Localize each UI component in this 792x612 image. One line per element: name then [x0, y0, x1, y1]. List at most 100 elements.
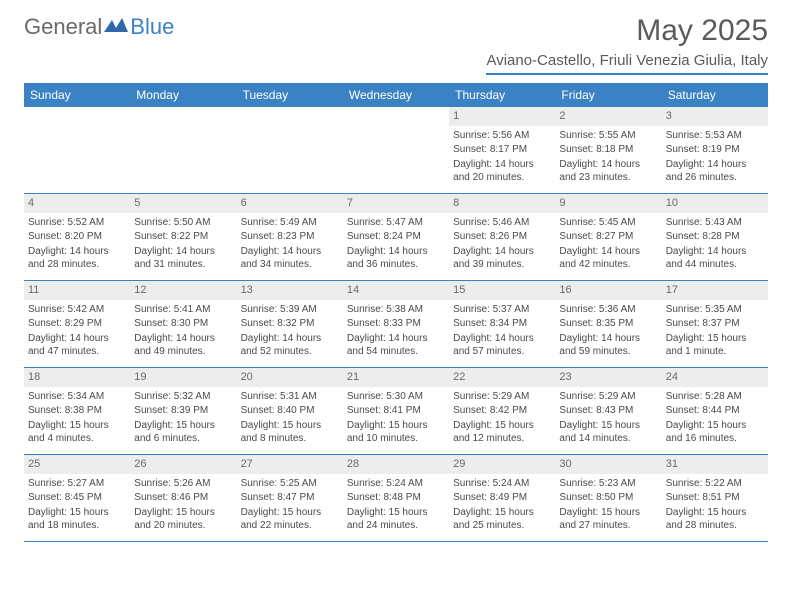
- sunset-text: Sunset: 8:22 PM: [134, 230, 232, 244]
- daylight-text: Daylight: 15 hours and 16 minutes.: [666, 419, 764, 446]
- sunset-text: Sunset: 8:45 PM: [28, 491, 126, 505]
- day-number: 11: [24, 281, 130, 300]
- day-cell: 22Sunrise: 5:29 AMSunset: 8:42 PMDayligh…: [449, 368, 555, 454]
- logo: General Blue: [24, 14, 174, 40]
- daylight-text: Daylight: 14 hours and 23 minutes.: [559, 158, 657, 185]
- sunrise-text: Sunrise: 5:25 AM: [241, 477, 339, 491]
- day-header: Wednesday: [343, 83, 449, 107]
- week-row: 25Sunrise: 5:27 AMSunset: 8:45 PMDayligh…: [24, 455, 768, 542]
- sunrise-text: Sunrise: 5:35 AM: [666, 303, 764, 317]
- day-number: 31: [662, 455, 768, 474]
- daylight-text: Daylight: 14 hours and 39 minutes.: [453, 245, 551, 272]
- sunset-text: Sunset: 8:32 PM: [241, 317, 339, 331]
- daylight-text: Daylight: 14 hours and 57 minutes.: [453, 332, 551, 359]
- sunrise-text: Sunrise: 5:23 AM: [559, 477, 657, 491]
- day-cell: 14Sunrise: 5:38 AMSunset: 8:33 PMDayligh…: [343, 281, 449, 367]
- day-number: 24: [662, 368, 768, 387]
- day-cell: 25Sunrise: 5:27 AMSunset: 8:45 PMDayligh…: [24, 455, 130, 541]
- daylight-text: Daylight: 14 hours and 52 minutes.: [241, 332, 339, 359]
- day-number: 1: [449, 107, 555, 126]
- sunset-text: Sunset: 8:17 PM: [453, 143, 551, 157]
- week-row: 11Sunrise: 5:42 AMSunset: 8:29 PMDayligh…: [24, 281, 768, 368]
- day-number: 19: [130, 368, 236, 387]
- sunset-text: Sunset: 8:19 PM: [666, 143, 764, 157]
- day-cell: 12Sunrise: 5:41 AMSunset: 8:30 PMDayligh…: [130, 281, 236, 367]
- sunrise-text: Sunrise: 5:45 AM: [559, 216, 657, 230]
- logo-text-blue: Blue: [130, 14, 174, 40]
- sunset-text: Sunset: 8:33 PM: [347, 317, 445, 331]
- sunrise-text: Sunrise: 5:26 AM: [134, 477, 232, 491]
- day-cell: 11Sunrise: 5:42 AMSunset: 8:29 PMDayligh…: [24, 281, 130, 367]
- day-number: 9: [555, 194, 661, 213]
- sunrise-text: Sunrise: 5:24 AM: [453, 477, 551, 491]
- day-header: Tuesday: [237, 83, 343, 107]
- sunrise-text: Sunrise: 5:43 AM: [666, 216, 764, 230]
- day-cell: 10Sunrise: 5:43 AMSunset: 8:28 PMDayligh…: [662, 194, 768, 280]
- sunset-text: Sunset: 8:41 PM: [347, 404, 445, 418]
- day-cell: 17Sunrise: 5:35 AMSunset: 8:37 PMDayligh…: [662, 281, 768, 367]
- daylight-text: Daylight: 14 hours and 47 minutes.: [28, 332, 126, 359]
- day-number: 18: [24, 368, 130, 387]
- day-cell: 26Sunrise: 5:26 AMSunset: 8:46 PMDayligh…: [130, 455, 236, 541]
- day-cell: 16Sunrise: 5:36 AMSunset: 8:35 PMDayligh…: [555, 281, 661, 367]
- day-cell: 20Sunrise: 5:31 AMSunset: 8:40 PMDayligh…: [237, 368, 343, 454]
- daylight-text: Daylight: 15 hours and 1 minute.: [666, 332, 764, 359]
- daylight-text: Daylight: 15 hours and 6 minutes.: [134, 419, 232, 446]
- day-cell: 15Sunrise: 5:37 AMSunset: 8:34 PMDayligh…: [449, 281, 555, 367]
- day-number: 23: [555, 368, 661, 387]
- logo-text-general: General: [24, 14, 102, 40]
- sunrise-text: Sunrise: 5:55 AM: [559, 129, 657, 143]
- sunset-text: Sunset: 8:48 PM: [347, 491, 445, 505]
- sunrise-text: Sunrise: 5:32 AM: [134, 390, 232, 404]
- daylight-text: Daylight: 14 hours and 49 minutes.: [134, 332, 232, 359]
- sunrise-text: Sunrise: 5:39 AM: [241, 303, 339, 317]
- sunrise-text: Sunrise: 5:56 AM: [453, 129, 551, 143]
- month-title: May 2025: [486, 14, 768, 48]
- day-cell: 3 Sunrise: 5:53 AMSunset: 8:19 PMDaylight…: [662, 107, 768, 193]
- sunset-text: Sunset: 8:18 PM: [559, 143, 657, 157]
- sunrise-text: Sunrise: 5:27 AM: [28, 477, 126, 491]
- header: General Blue May 2025 Aviano-Castello, F…: [0, 0, 792, 75]
- sunrise-text: Sunrise: 5:50 AM: [134, 216, 232, 230]
- day-number: 15: [449, 281, 555, 300]
- day-cell: 8Sunrise: 5:46 AMSunset: 8:26 PMDaylight…: [449, 194, 555, 280]
- day-cell: 7Sunrise: 5:47 AMSunset: 8:24 PMDaylight…: [343, 194, 449, 280]
- sunrise-text: Sunrise: 5:24 AM: [347, 477, 445, 491]
- day-number: 14: [343, 281, 449, 300]
- daylight-text: Daylight: 14 hours and 20 minutes.: [453, 158, 551, 185]
- week-row: 18Sunrise: 5:34 AMSunset: 8:38 PMDayligh…: [24, 368, 768, 455]
- sunset-text: Sunset: 8:49 PM: [453, 491, 551, 505]
- sunrise-text: Sunrise: 5:30 AM: [347, 390, 445, 404]
- sunset-text: Sunset: 8:26 PM: [453, 230, 551, 244]
- day-number: 27: [237, 455, 343, 474]
- day-cell: 13Sunrise: 5:39 AMSunset: 8:32 PMDayligh…: [237, 281, 343, 367]
- sunrise-text: Sunrise: 5:29 AM: [453, 390, 551, 404]
- day-number: 20: [237, 368, 343, 387]
- daylight-text: Daylight: 15 hours and 4 minutes.: [28, 419, 126, 446]
- day-number: 28: [343, 455, 449, 474]
- day-number: 4: [24, 194, 130, 213]
- sunset-text: Sunset: 8:51 PM: [666, 491, 764, 505]
- day-cell: 5Sunrise: 5:50 AMSunset: 8:22 PMDaylight…: [130, 194, 236, 280]
- sunset-text: Sunset: 8:23 PM: [241, 230, 339, 244]
- sunrise-text: Sunrise: 5:53 AM: [666, 129, 764, 143]
- day-cell: [130, 107, 236, 193]
- day-number: 3: [662, 107, 768, 126]
- day-number: 12: [130, 281, 236, 300]
- sunset-text: Sunset: 8:37 PM: [666, 317, 764, 331]
- sunrise-text: Sunrise: 5:47 AM: [347, 216, 445, 230]
- sunset-text: Sunset: 8:38 PM: [28, 404, 126, 418]
- daylight-text: Daylight: 15 hours and 24 minutes.: [347, 506, 445, 533]
- sunrise-text: Sunrise: 5:38 AM: [347, 303, 445, 317]
- daylight-text: Daylight: 14 hours and 26 minutes.: [666, 158, 764, 185]
- day-cell: [343, 107, 449, 193]
- day-cell: 21Sunrise: 5:30 AMSunset: 8:41 PMDayligh…: [343, 368, 449, 454]
- week-row: 4Sunrise: 5:52 AMSunset: 8:20 PMDaylight…: [24, 194, 768, 281]
- day-cell: 31Sunrise: 5:22 AMSunset: 8:51 PMDayligh…: [662, 455, 768, 541]
- daylight-text: Daylight: 14 hours and 44 minutes.: [666, 245, 764, 272]
- title-block: May 2025 Aviano-Castello, Friuli Venezia…: [486, 14, 768, 75]
- day-number: 10: [662, 194, 768, 213]
- daylight-text: Daylight: 15 hours and 28 minutes.: [666, 506, 764, 533]
- sunset-text: Sunset: 8:40 PM: [241, 404, 339, 418]
- daylight-text: Daylight: 15 hours and 25 minutes.: [453, 506, 551, 533]
